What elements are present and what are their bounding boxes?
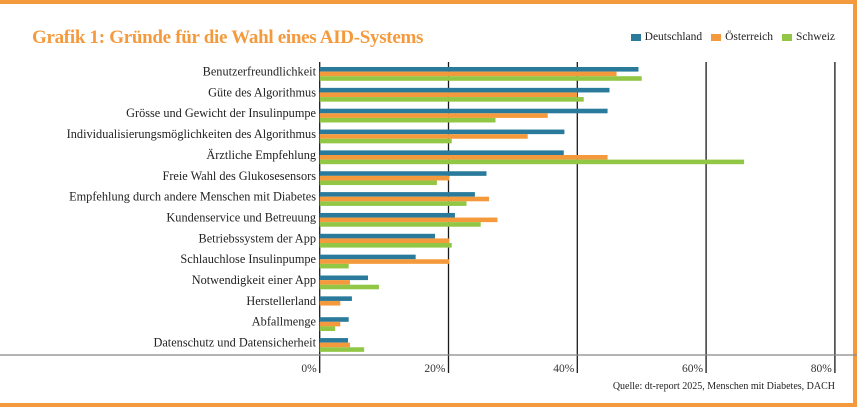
category-label: Betriebssystem der App <box>199 231 317 245</box>
category-label: Freie Wahl des Glukosesensors <box>163 169 317 183</box>
bar-deutschland <box>319 87 610 93</box>
bar-sterreich <box>319 175 450 181</box>
chart-title: Grafik 1: Gründe für die Wahl eines AID-… <box>32 27 424 48</box>
category-label: Kundenservice und Betreuung <box>166 210 316 224</box>
legend-swatch <box>782 33 793 41</box>
legend-swatch <box>711 33 722 41</box>
bar-deutschland <box>319 192 475 197</box>
x-tick-label: 60% <box>682 363 704 375</box>
bar-deutschland <box>319 233 435 239</box>
category-label: Datenschutz und Datensicherheit <box>153 336 316 350</box>
bar-deutschland <box>319 171 487 176</box>
bar-deutschland <box>319 108 608 114</box>
bar-sterreich <box>319 300 341 306</box>
bar-sterreich <box>319 92 578 98</box>
legend-item-oesterreich: Österreich <box>711 31 773 43</box>
category-label: Notwendigkeit einer App <box>192 273 316 287</box>
legend-item-deutschland: Deutschland <box>630 31 703 43</box>
bar-sterreich <box>319 196 490 202</box>
source-note: Quelle: dt-report 2025, Menschen mit Dia… <box>612 381 835 392</box>
legend-label: Deutschland <box>644 31 703 43</box>
bar-deutschland <box>319 296 352 301</box>
legend-label: Schweiz <box>796 31 835 43</box>
bar-sterreich <box>319 259 450 264</box>
bar-deutschland <box>319 129 565 135</box>
bar-schweiz <box>319 263 349 269</box>
bar-deutschland <box>319 317 349 322</box>
bar-schweiz <box>319 117 496 123</box>
bar-deutschland <box>319 212 455 218</box>
bar-sterreich <box>319 155 608 160</box>
legend: Deutschland Österreich Schweiz <box>630 31 835 43</box>
bar-schweiz <box>319 243 452 248</box>
x-tick-label: 0% <box>301 363 317 375</box>
bar-sterreich <box>319 238 450 243</box>
bar-schweiz <box>319 284 379 290</box>
bar-schweiz <box>319 201 467 206</box>
x-tick-label: 20% <box>424 363 446 375</box>
legend-item-schweiz: Schweiz <box>782 31 835 43</box>
category-label: Güte des Algorithmus <box>208 85 316 99</box>
bar-deutschland <box>319 338 349 343</box>
legend-label: Österreich <box>725 31 774 43</box>
bar-sterreich <box>319 342 350 348</box>
bar-schweiz <box>319 347 365 352</box>
bar-sterreich <box>319 113 548 118</box>
category-label: Empfehlung durch andere Menschen mit Dia… <box>69 190 316 204</box>
bar-sterreich <box>319 134 528 139</box>
category-label: Schlauchlose Insulinpumpe <box>180 252 316 266</box>
bar-schweiz <box>319 138 452 144</box>
category-label: Herstellerland <box>246 294 316 308</box>
category-label: Individualisierungsmöglichkeiten des Alg… <box>67 127 317 141</box>
bar-deutschland <box>319 254 416 260</box>
bar-deutschland <box>319 150 564 155</box>
bar-schweiz <box>319 159 745 165</box>
bar-deutschland <box>319 275 368 281</box>
bar-sterreich <box>319 280 350 285</box>
bar-deutschland <box>319 67 639 72</box>
category-label: Benutzerfreundlichkeit <box>203 65 317 79</box>
bar-sterreich <box>319 321 341 327</box>
category-label: Ärztliche Empfehlung <box>206 148 316 162</box>
x-tick-label: 80% <box>811 363 833 375</box>
legend-swatch <box>630 33 641 41</box>
bar-schweiz <box>319 180 437 186</box>
bar-schweiz <box>319 326 336 331</box>
category-label: Grösse und Gewicht der Insulinpumpe <box>126 106 316 120</box>
x-tick-label: 40% <box>553 363 575 375</box>
bar-schweiz <box>319 76 642 81</box>
bar-sterreich <box>319 71 617 77</box>
bar-schweiz <box>319 222 481 227</box>
category-label: Abfallmenge <box>252 315 317 329</box>
bar-sterreich <box>319 217 498 223</box>
bar-schweiz <box>319 97 584 102</box>
